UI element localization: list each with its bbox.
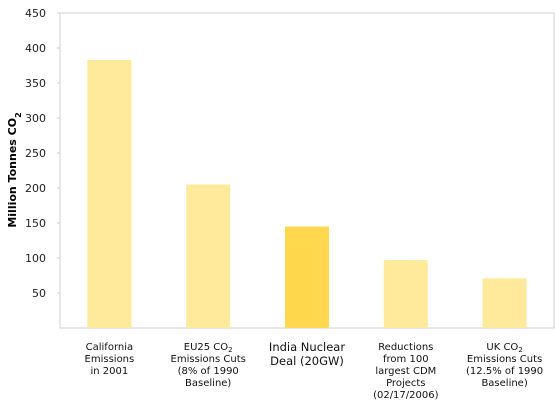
x-tick-label: UK CO2 Emissions Cuts (12.5% of 1990 Baseli… bbox=[466, 342, 544, 389]
bar bbox=[87, 59, 132, 329]
y-tick-label: 300 bbox=[25, 112, 46, 125]
bar bbox=[383, 260, 428, 328]
x-tick-label: India Nuclear Deal (20GW) bbox=[268, 340, 346, 368]
y-tick-label: 50 bbox=[32, 287, 46, 300]
y-tick-label: 200 bbox=[25, 182, 46, 195]
y-tick-label: 450 bbox=[25, 7, 46, 20]
y-tick-label: 100 bbox=[25, 252, 46, 265]
x-tick-label: EU25 CO2 Emissions Cuts (8% of 1990 Baselin… bbox=[170, 342, 246, 389]
y-tick-label: 150 bbox=[25, 217, 46, 230]
bar bbox=[285, 226, 329, 328]
bar bbox=[186, 184, 231, 328]
y-axis-label: Million Tonnes CO2 bbox=[6, 112, 23, 227]
bar bbox=[482, 278, 527, 328]
bars bbox=[87, 59, 527, 329]
y-tick-label: 350 bbox=[25, 77, 46, 90]
y-axis: 50 100 150 200 250 300 350 400 450 bbox=[25, 7, 60, 300]
x-tick-label: California Emissions in 2001 bbox=[84, 342, 135, 377]
x-tick-label: Reductions from 100 largest CDM Projects (02… bbox=[373, 342, 439, 401]
y-tick-label: 400 bbox=[25, 42, 46, 55]
y-tick-label: 250 bbox=[25, 147, 46, 160]
